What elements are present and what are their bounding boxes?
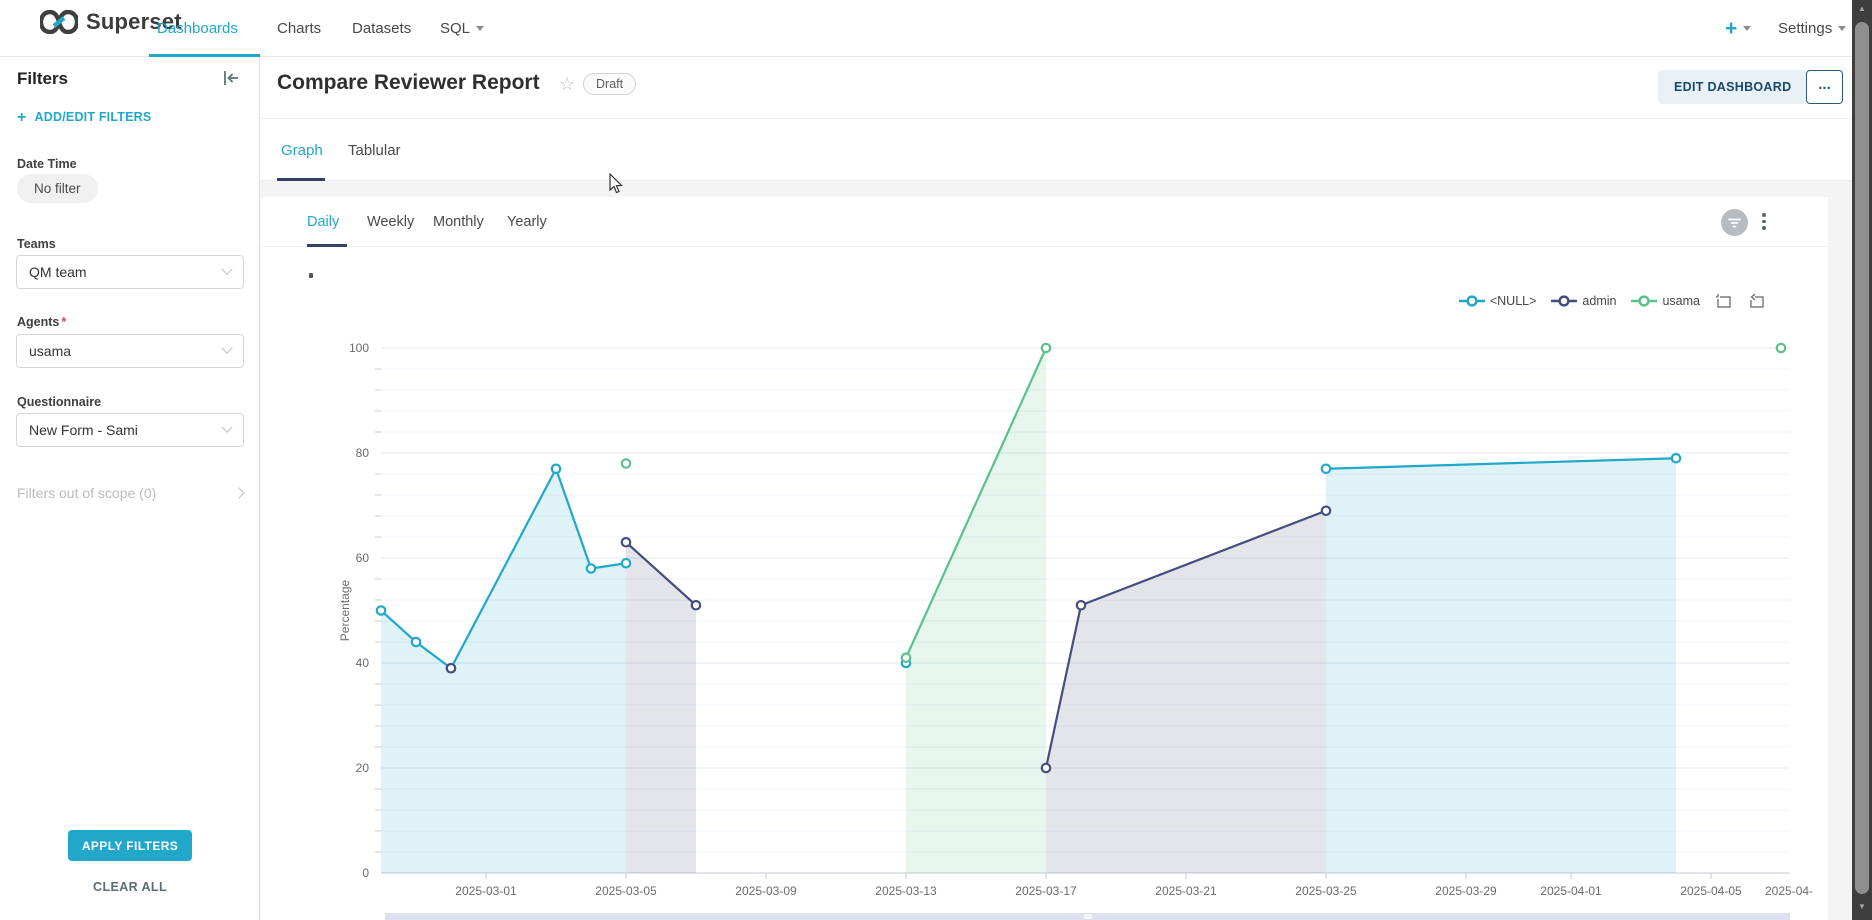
scroll-up-icon[interactable]: ▲ [1858,4,1866,13]
tab-daily[interactable]: Daily [307,214,340,230]
svg-text:2025-03-25: 2025-03-25 [1295,884,1357,898]
nav-sql-menu[interactable]: SQL [440,0,485,57]
svg-text:40: 40 [356,656,370,670]
svg-text:2025-04-05: 2025-04-05 [1680,884,1742,898]
brand-name: Superset [86,9,182,34]
zoom-reset-icon[interactable] [1748,293,1766,309]
questionnaire-label: Questionnaire [17,395,102,409]
period-tabs: Daily Weekly Monthly Yearly [261,197,1828,247]
clear-all-button[interactable]: CLEAR ALL [93,880,167,894]
line-chart-plot[interactable]: 0 20 40 60 80 100 Percentage 2025-03-01 2025-03-… [261,247,1828,920]
datazoom-slider[interactable] [385,913,1790,920]
svg-text:2025-03-13: 2025-03-13 [875,884,937,898]
chevron-down-icon [476,26,485,31]
svg-text:80: 80 [356,446,370,460]
scroll-down-icon[interactable]: ▼ [1858,902,1866,911]
datazoom-grip[interactable] [1083,914,1092,919]
applied-filters-icon[interactable] [1721,209,1748,236]
active-tab-indicator [277,178,325,181]
tab-tabular[interactable]: Tablular [348,141,401,159]
svg-text:20: 20 [356,761,370,775]
more-options-button[interactable]: ... [1806,70,1843,104]
dashboard-header: Compare Reviewer Report ☆ Draft EDIT DAS… [260,57,1852,119]
questionnaire-select[interactable]: New Form - Sami [16,413,244,447]
tab-yearly[interactable]: Yearly [507,214,547,230]
filters-out-of-scope-row[interactable]: Filters out of scope (0) [17,485,245,501]
new-item-button[interactable]: + [1725,0,1752,57]
filters-title: Filters [17,69,69,88]
svg-text:2025-03-01: 2025-03-01 [455,884,517,898]
add-edit-filters-button[interactable]: + ADD/EDIT FILTERS [17,109,152,126]
nav-dashboards[interactable]: Dashboards [157,20,238,37]
date-time-filter-pill[interactable]: No filter [17,174,98,203]
svg-text:2025-03-05: 2025-03-05 [595,884,657,898]
dashboard-tabs: Graph Tablular [260,119,1852,181]
legend-item-admin[interactable]: admin [1551,294,1616,308]
active-period-indicator [307,244,347,247]
edit-dashboard-button[interactable]: EDIT DASHBOARD [1658,70,1808,104]
required-asterisk: * [61,315,67,329]
filters-sidebar: Filters + ADD/EDIT FILTERS Date Time No f… [0,57,260,920]
chevron-down-icon [1838,26,1847,31]
superset-logo[interactable]: Superset [40,9,182,35]
chevron-down-icon [1743,26,1752,31]
chevron-right-icon [233,487,245,499]
chart-title-dot [309,273,313,278]
legend-item-usama[interactable]: usama [1631,294,1700,308]
svg-text:100: 100 [349,341,369,355]
svg-text:2025-03-09: 2025-03-09 [735,884,797,898]
top-navbar: Superset Dashboards Charts Datasets SQL … [0,0,1872,57]
agents-label: Agents * [17,315,67,329]
svg-text:Percentage: Percentage [338,579,352,641]
nav-active-underline [149,54,260,57]
teams-label: Teams [17,237,56,251]
svg-text:0: 0 [362,866,369,880]
tab-monthly[interactable]: Monthly [433,214,484,230]
favorite-star-icon[interactable]: ☆ [559,74,576,94]
tab-graph[interactable]: Graph [281,141,323,159]
chevron-down-icon [221,421,233,433]
scrollbar-thumb[interactable] [1855,22,1869,894]
chart-card: Daily Weekly Monthly Yearly <NULL> admin… [261,197,1828,920]
settings-menu[interactable]: Settings [1778,0,1847,57]
svg-text:60: 60 [356,551,370,565]
chart-menu-kebab-icon[interactable] [1758,213,1770,233]
plus-icon: + [17,109,27,126]
svg-text:2025-04-01: 2025-04-01 [1540,884,1602,898]
chevron-down-icon [221,263,233,275]
status-badge: Draft [583,73,637,95]
apply-filters-button[interactable]: APPLY FILTERS [68,830,192,861]
legend-item-null[interactable]: <NULL> [1458,294,1536,308]
svg-text:2025-03-17: 2025-03-17 [1015,884,1077,898]
chart-legend: <NULL> admin usama [1458,293,1766,309]
agents-select[interactable]: usama [16,334,244,368]
superset-infinity-icon [40,10,78,34]
svg-text:2025-03-29: 2025-03-29 [1435,884,1497,898]
nav-charts[interactable]: Charts [277,20,322,37]
collapse-sidebar-icon[interactable] [221,69,241,89]
dashboard-title: Compare Reviewer Report [277,71,540,94]
zoom-select-icon[interactable] [1715,293,1733,309]
teams-select[interactable]: QM team [16,255,244,289]
date-time-label: Date Time [17,157,77,171]
nav-datasets[interactable]: Datasets [352,20,412,37]
page-scrollbar: ▲ ▼ [1852,0,1872,920]
svg-text:2025-03-21: 2025-03-21 [1155,884,1217,898]
chevron-down-icon [221,342,233,354]
tab-weekly[interactable]: Weekly [367,214,415,230]
svg-text:2025-04-: 2025-04- [1765,884,1813,898]
